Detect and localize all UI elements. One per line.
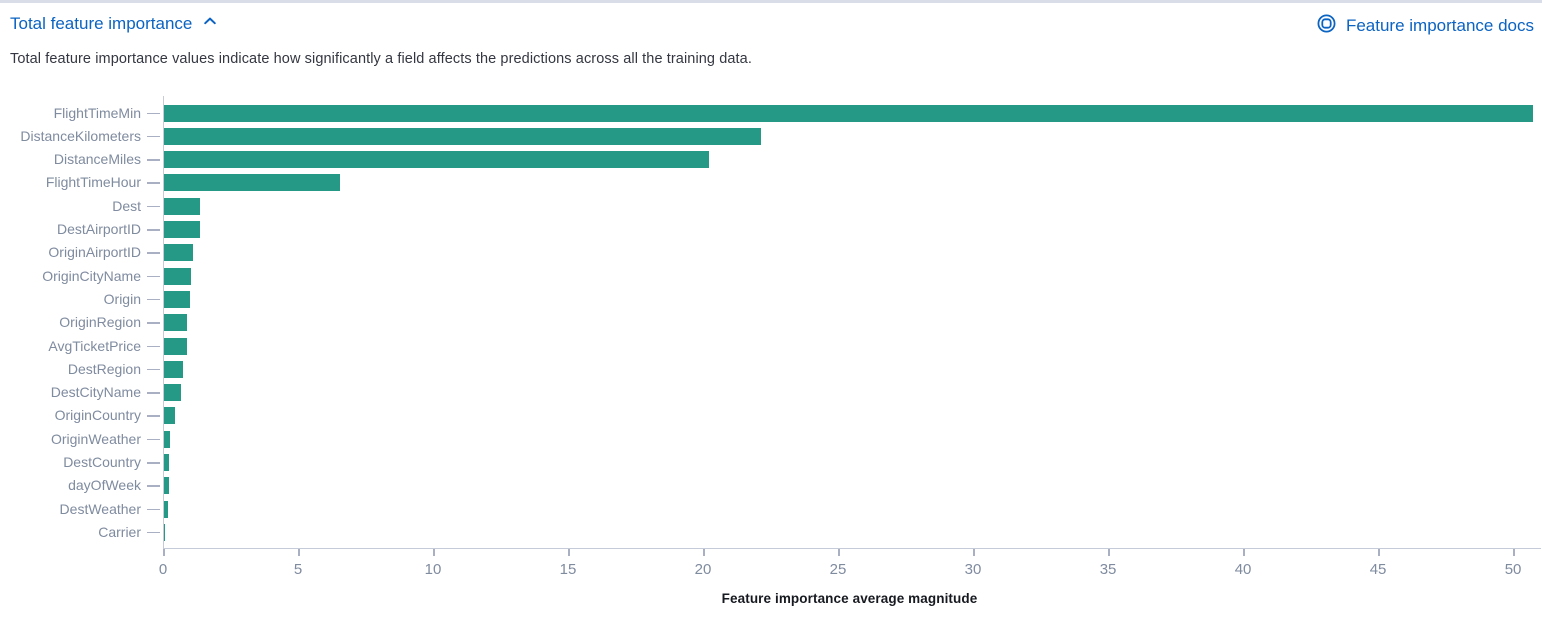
feature-importance-bar xyxy=(162,476,171,496)
section-title: Total feature importance xyxy=(10,13,193,33)
feature-importance-bar xyxy=(163,220,201,239)
y-axis-label: OriginRegion xyxy=(59,314,141,331)
feature-importance-bar xyxy=(162,406,177,426)
x-axis-tick xyxy=(973,549,975,556)
feature-importance-bar xyxy=(162,150,711,170)
x-axis-tick xyxy=(298,549,300,556)
feature-importance-bar xyxy=(162,313,189,333)
feature-importance-bar xyxy=(163,266,192,286)
x-axis-tick xyxy=(1513,549,1515,556)
x-axis-tick-label: 5 xyxy=(293,561,303,578)
y-axis-label: OriginCountry xyxy=(54,407,141,424)
y-axis-label: AvgTicketPrice xyxy=(48,337,141,354)
x-axis-tick-label: 20 xyxy=(694,561,712,578)
y-axis-tick xyxy=(147,252,160,254)
y-axis-label: DestWeather xyxy=(59,500,141,517)
y-axis-label: Origin xyxy=(103,290,141,307)
chevron-up-icon xyxy=(202,13,218,34)
y-axis-label: FlightTimeMin xyxy=(53,104,141,121)
feature-importance-bar xyxy=(162,196,202,216)
y-axis-tick xyxy=(147,508,160,511)
feature-importance-bar xyxy=(162,453,171,472)
y-axis-label: DestAirportID xyxy=(56,221,141,237)
x-axis-line xyxy=(163,548,1541,549)
x-axis-tick xyxy=(1243,549,1245,556)
y-axis-tick xyxy=(147,205,160,208)
x-axis-tick-label: 0 xyxy=(158,561,168,578)
y-axis-label: DistanceKilometers xyxy=(20,127,141,144)
x-axis-tick-label: 40 xyxy=(1234,561,1252,578)
top-divider xyxy=(0,0,1542,3)
x-axis-tick xyxy=(163,549,165,556)
section-description: Total feature importance values indicate… xyxy=(10,51,752,67)
feature-importance-bar xyxy=(162,499,170,519)
y-axis-tick xyxy=(147,485,160,487)
feature-importance-bar xyxy=(163,173,341,193)
x-axis-tick xyxy=(568,549,570,556)
x-axis-tick xyxy=(1108,549,1110,556)
y-axis-tick xyxy=(147,462,160,464)
y-axis-label: DestCityName xyxy=(50,384,141,401)
y-axis-tick xyxy=(147,159,160,161)
x-axis-tick-label: 15 xyxy=(559,561,577,578)
y-axis-tick xyxy=(147,345,160,347)
x-axis-tick-label: 10 xyxy=(424,561,442,578)
x-axis-tick-label: 25 xyxy=(829,561,847,578)
feature-importance-bar xyxy=(163,429,171,449)
y-axis-label: FlightTimeHour xyxy=(45,174,141,191)
y-axis-label: OriginAirportID xyxy=(48,244,141,261)
x-axis-tick-label: 35 xyxy=(1099,561,1117,578)
y-axis-tick xyxy=(147,531,160,534)
docs-link-label: Feature importance docs xyxy=(1345,16,1534,35)
y-axis-label: dayOfWeek xyxy=(68,477,141,494)
y-axis-tick xyxy=(147,415,160,417)
y-axis-line xyxy=(163,96,164,548)
x-axis-tick xyxy=(1378,549,1380,556)
feature-importance-bar xyxy=(163,336,188,356)
lifebuoy-docs-icon xyxy=(1316,13,1337,39)
feature-importance-bar xyxy=(163,289,191,309)
y-axis-tick xyxy=(147,112,160,114)
x-axis-tick xyxy=(433,549,435,556)
x-axis-tick xyxy=(703,549,705,556)
y-axis-tick xyxy=(147,392,160,394)
y-axis-tick xyxy=(147,275,160,278)
feature-importance-bar xyxy=(162,359,185,379)
y-axis-tick xyxy=(147,135,160,138)
y-axis-label: Carrier xyxy=(98,523,141,540)
feature-importance-bar xyxy=(163,103,1534,123)
y-axis-tick xyxy=(147,438,160,441)
y-axis-label: DistanceMiles xyxy=(53,151,141,168)
feature-importance-bar xyxy=(163,126,762,146)
y-axis-tick xyxy=(147,229,160,231)
feature-importance-bar xyxy=(162,522,167,542)
total-feature-importance-section-toggle[interactable]: Total feature importance xyxy=(10,13,218,34)
feature-importance-bar xyxy=(163,243,194,263)
x-axis-tick-label: 50 xyxy=(1504,561,1522,578)
y-axis-label: OriginWeather xyxy=(50,430,141,447)
x-axis-tick-label: 30 xyxy=(964,561,982,578)
y-axis-label: DestCountry xyxy=(63,454,141,470)
y-axis-tick xyxy=(147,322,160,324)
y-axis-tick xyxy=(147,368,160,371)
y-axis-label: DestRegion xyxy=(67,360,141,377)
y-axis-tick xyxy=(147,298,160,301)
x-axis-tick xyxy=(838,549,840,556)
x-axis-tick-label: 45 xyxy=(1369,561,1387,578)
x-axis-title: Feature importance average magnitude xyxy=(721,591,978,606)
feature-importance-bar xyxy=(163,383,182,403)
y-axis-label: Dest xyxy=(112,197,141,214)
feature-importance-docs-link[interactable]: Feature importance docs xyxy=(1316,13,1534,39)
y-axis-tick xyxy=(147,182,160,184)
y-axis-label: OriginCityName xyxy=(42,267,141,284)
